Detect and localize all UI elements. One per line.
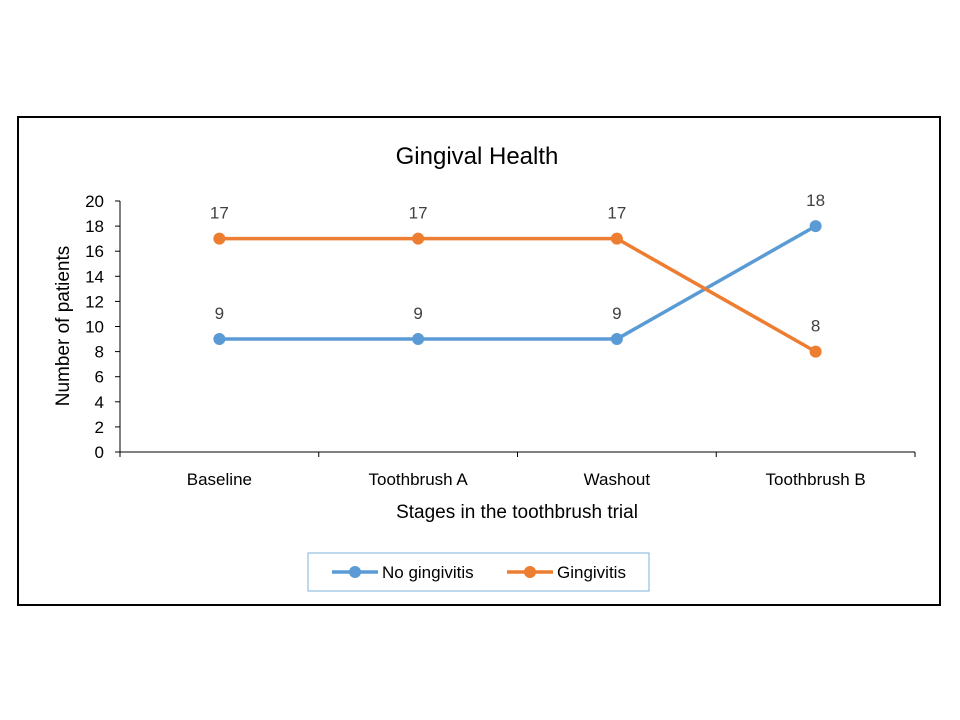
- data-point: [213, 333, 226, 346]
- data-label: 9: [215, 304, 224, 323]
- data-point: [610, 333, 623, 346]
- chart-title: Gingival Health: [396, 143, 559, 170]
- x-tick-label: Toothbrush B: [766, 470, 866, 489]
- data-label: 17: [210, 204, 229, 223]
- legend-swatch-marker: [349, 566, 361, 578]
- series-1-points: 17 17 17 8: [210, 204, 822, 358]
- y-tick-label: 18: [85, 217, 104, 236]
- legend-label: No gingivitis: [382, 563, 474, 582]
- legend-item: No gingivitis: [332, 563, 474, 582]
- data-label: 8: [811, 317, 820, 336]
- axes: 0 2 4 6 8 10 12 14 16 18 20 Baseline Toothbrush A Was…: [85, 192, 916, 489]
- data-label: 9: [413, 304, 422, 323]
- y-tick-label: 6: [95, 368, 104, 387]
- y-tick-label: 4: [95, 393, 104, 412]
- data-point: [412, 333, 425, 346]
- y-tick-label: 2: [95, 418, 104, 437]
- data-point: [412, 232, 425, 245]
- y-axis-title: Number of patients: [53, 246, 74, 407]
- series-layer: 9 9 9 18 17 17 17 8: [210, 191, 825, 358]
- data-label: 9: [612, 304, 621, 323]
- x-axis-title: Stages in the toothbrush trial: [396, 502, 638, 523]
- data-point: [809, 345, 822, 358]
- series-line: [219, 236, 817, 354]
- y-tick-label: 0: [95, 443, 104, 462]
- chart-frame: [17, 116, 941, 606]
- data-point: [809, 220, 822, 233]
- y-tick-label: 20: [85, 192, 104, 211]
- y-tick-label: 14: [85, 267, 104, 286]
- legend-item: Gingivitis: [507, 563, 626, 582]
- data-point: [610, 232, 623, 245]
- legend-label: Gingivitis: [557, 563, 626, 582]
- x-tick-label: Washout: [584, 470, 651, 489]
- y-tick-label: 12: [85, 292, 104, 311]
- x-tick-label: Toothbrush A: [369, 470, 469, 489]
- y-tick-label: 10: [85, 318, 104, 337]
- data-label: 18: [806, 191, 825, 210]
- y-tick-label: 16: [85, 242, 104, 261]
- y-tick-label: 8: [95, 343, 104, 362]
- data-point: [213, 232, 226, 245]
- data-label: 17: [607, 204, 626, 223]
- legend: No gingivitis Gingivitis: [307, 552, 650, 592]
- data-label: 17: [409, 204, 428, 223]
- series-1: [219, 236, 817, 354]
- series-0-points: 9 9 9 18: [213, 191, 825, 346]
- x-tick-label: Baseline: [187, 470, 252, 489]
- legend-swatch-marker: [524, 566, 536, 578]
- series-line: [219, 224, 817, 341]
- series-0: [219, 224, 817, 341]
